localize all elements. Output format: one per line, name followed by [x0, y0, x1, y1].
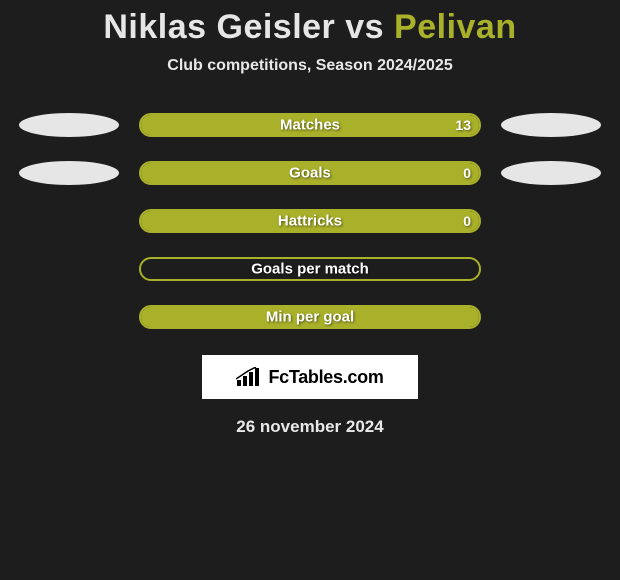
stat-value: 0 [463, 213, 471, 229]
stats-rows: Matches 13 Goals 0 Hattricks 0 [0, 113, 620, 329]
player1-name: Niklas Geisler [103, 8, 335, 46]
stats-card: Niklas Geisler vs Pelivan Club competiti… [0, 0, 620, 437]
page-title: Niklas Geisler vs Pelivan [0, 8, 620, 47]
stat-value: 13 [455, 117, 471, 133]
stat-label: Hattricks [278, 213, 342, 230]
stat-label: Goals [289, 165, 331, 182]
stat-bar: Hattricks 0 [139, 209, 481, 233]
player2-name: Pelivan [394, 8, 517, 46]
logo[interactable]: FcTables.com [202, 355, 418, 399]
right-marker [501, 113, 601, 137]
left-marker [19, 209, 119, 233]
stat-row-goals-per-match: Goals per match [0, 257, 620, 281]
date: 26 november 2024 [0, 417, 620, 437]
left-marker [19, 305, 119, 329]
right-marker [501, 257, 601, 281]
vs-separator: vs [345, 8, 384, 46]
stat-bar: Goals per match [139, 257, 481, 281]
stat-bar: Matches 13 [139, 113, 481, 137]
stat-label: Goals per match [251, 261, 369, 278]
stat-row-min-per-goal: Min per goal [0, 305, 620, 329]
stat-label: Min per goal [266, 309, 354, 326]
stat-label: Matches [280, 117, 340, 134]
bar-chart-icon [236, 367, 262, 387]
stat-value: 0 [463, 165, 471, 181]
right-marker [501, 305, 601, 329]
stat-row-goals: Goals 0 [0, 161, 620, 185]
stat-row-hattricks: Hattricks 0 [0, 209, 620, 233]
left-marker [19, 161, 119, 185]
stat-row-matches: Matches 13 [0, 113, 620, 137]
left-marker [19, 257, 119, 281]
subtitle: Club competitions, Season 2024/2025 [0, 57, 620, 75]
stat-bar: Min per goal [139, 305, 481, 329]
logo-text: FcTables.com [268, 367, 383, 388]
right-marker [501, 161, 601, 185]
right-marker [501, 209, 601, 233]
left-marker [19, 113, 119, 137]
stat-bar: Goals 0 [139, 161, 481, 185]
